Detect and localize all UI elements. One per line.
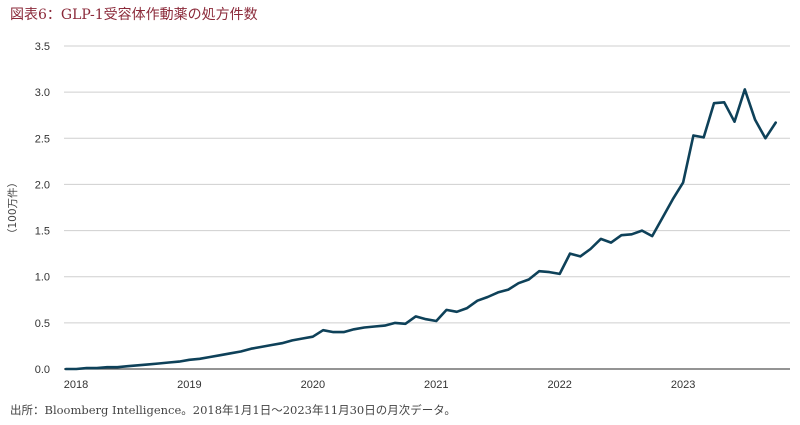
y-tick-label: 0.5 [35, 318, 50, 330]
source-note: 出所：Bloomberg Intelligence。2018年1月1日～2023… [10, 403, 456, 417]
y-tick-label: 2.0 [35, 179, 50, 191]
y-tick-label: 2.5 [35, 133, 50, 145]
y-tick-labels: 0.0 0.5 1.0 1.5 2.0 2.5 3.0 3.5 [35, 41, 50, 376]
y-axis-label: （100万件） [7, 177, 19, 239]
gridlines [64, 45, 790, 370]
y-tick-label: 3.0 [35, 87, 50, 99]
chart-title: 図表6：GLP-1受容体作動薬の処方件数 [10, 7, 258, 23]
series-line [64, 88, 777, 371]
x-tick-label: 2021 [424, 379, 448, 391]
x-tick-labels: 2018 2019 2020 2021 2022 2023 [64, 379, 696, 391]
x-tick-label: 2020 [301, 379, 325, 391]
x-tick-label: 2018 [64, 379, 88, 391]
x-tick-label: 2022 [547, 379, 571, 391]
x-tick-label: 2019 [177, 379, 201, 391]
y-tick-label: 0.0 [35, 364, 50, 376]
y-tick-label: 3.5 [35, 41, 50, 53]
y-tick-label: 1.0 [35, 272, 50, 284]
x-tick-label: 2023 [671, 379, 695, 391]
data-points [65, 88, 777, 370]
y-tick-label: 1.5 [35, 226, 50, 238]
